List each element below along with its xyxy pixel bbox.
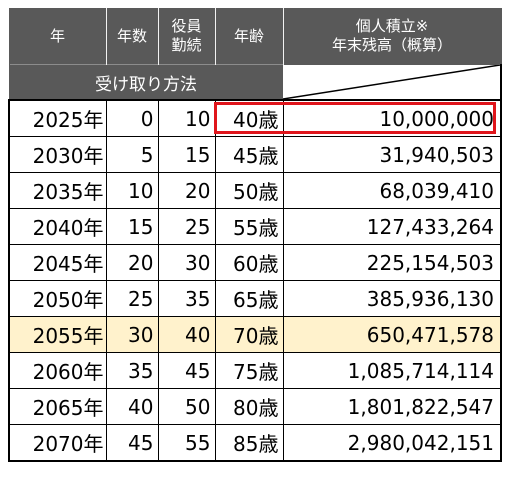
header-balance: 個人積立※ 年末残高（概算） [282,8,502,65]
cell-year: 2030年 [8,136,107,173]
cell-year: 2025年 [8,99,107,137]
cell-years-count: 40 [105,388,159,425]
table-body: 2025年 0 10 40歳 10,000,000 2030年 5 15 45歳 31,940,5… [8,99,502,462]
cell-years-count: 30 [105,316,159,353]
cell-tenure: 20 [157,172,216,209]
cell-tenure: 10 [157,99,216,137]
header-age: 年齢 [214,8,284,65]
cell-balance: 31,940,503 [282,136,502,173]
cell-balance: 68,039,410 [282,172,502,209]
cell-age: 40歳 [214,99,283,137]
cell-tenure: 15 [157,136,216,173]
header-diagonal-cell [283,64,502,101]
projection-table: 年 年数 役員 勤続 年齢 個人積立※ 年末残高（概算） 受け取り方法 [8,8,502,462]
cell-years-count: 10 [105,172,159,209]
cell-year: 2055年 [8,316,107,353]
cell-years-count: 25 [105,280,159,317]
header-officer-tenure-line1: 役員 [171,17,202,35]
cell-balance: 2,980,042,151 [282,424,502,462]
header-balance-line1: 個人積立※ [355,17,429,35]
cell-tenure: 50 [157,388,216,425]
cell-age: 60歳 [214,244,284,281]
header-years-count: 年数 [105,8,159,65]
cell-balance: 650,471,578 [282,316,502,353]
cell-age: 70歳 [214,316,284,353]
table-row: 2050年 25 35 65歳 385,936,130 [8,280,502,317]
cell-years-count: 35 [105,352,159,389]
cell-balance: 127,433,264 [282,208,502,245]
table-header: 年 年数 役員 勤続 年齢 個人積立※ 年末残高（概算） 受け取り方法 [8,8,502,101]
header-receive-method: 受け取り方法 [9,64,283,101]
cell-year: 2065年 [8,388,107,425]
cell-year: 2060年 [8,352,107,389]
cell-age: 50歳 [214,172,284,209]
cell-year: 2070年 [8,424,107,462]
cell-age: 45歳 [214,136,284,173]
cell-age: 75歳 [214,352,284,389]
table-row: 2035年 10 20 50歳 68,039,410 [8,172,502,209]
cell-tenure: 25 [157,208,216,245]
table-row: 2055年 30 40 70歳 650,471,578 [8,316,502,353]
header-balance-line2: 年末残高（概算） [331,36,452,54]
table-row: 2070年 45 55 85歳 2,980,042,151 [8,424,502,462]
header-officer-tenure-line2: 勤続 [171,36,202,54]
header-officer-tenure: 役員 勤続 [157,8,216,65]
cell-years-count: 5 [105,136,159,173]
cell-years-count: 15 [105,208,159,245]
diagonal-line [284,65,499,99]
table-row: 2065年 40 50 80歳 1,801,822,547 [8,388,502,425]
cell-year: 2040年 [8,208,107,245]
cell-tenure: 45 [157,352,216,389]
cell-years-count: 0 [105,99,159,137]
cell-tenure: 30 [157,244,216,281]
table-row: 2030年 5 15 45歳 31,940,503 [8,136,502,173]
cell-age: 65歳 [214,280,284,317]
cell-tenure: 40 [157,316,216,353]
cell-tenure: 55 [157,424,216,462]
cell-balance: 1,801,822,547 [282,388,502,425]
cell-balance: 10,000,000 [282,99,502,137]
cell-balance: 385,936,130 [282,280,502,317]
table-row: 2040年 15 25 55歳 127,433,264 [8,208,502,245]
table-row: 2025年 0 10 40歳 10,000,000 [8,99,502,137]
cell-balance: 1,085,714,114 [282,352,502,389]
cell-tenure: 35 [157,280,216,317]
cell-age: 85歳 [214,424,284,462]
cell-years-count: 45 [105,424,159,462]
cell-year: 2045年 [8,244,107,281]
table-row: 2060年 35 45 75歳 1,085,714,114 [8,352,502,389]
projection-table-sheet: 年 年数 役員 勤続 年齢 個人積立※ 年末残高（概算） 受け取り方法 [8,8,502,469]
header-year: 年 [8,8,107,65]
cell-age: 80歳 [214,388,284,425]
cell-years-count: 20 [105,244,159,281]
table-row: 2045年 20 30 60歳 225,154,503 [8,244,502,281]
cell-balance: 225,154,503 [282,244,502,281]
cell-year: 2050年 [8,280,107,317]
cell-year: 2035年 [8,172,107,209]
cell-age: 55歳 [214,208,284,245]
